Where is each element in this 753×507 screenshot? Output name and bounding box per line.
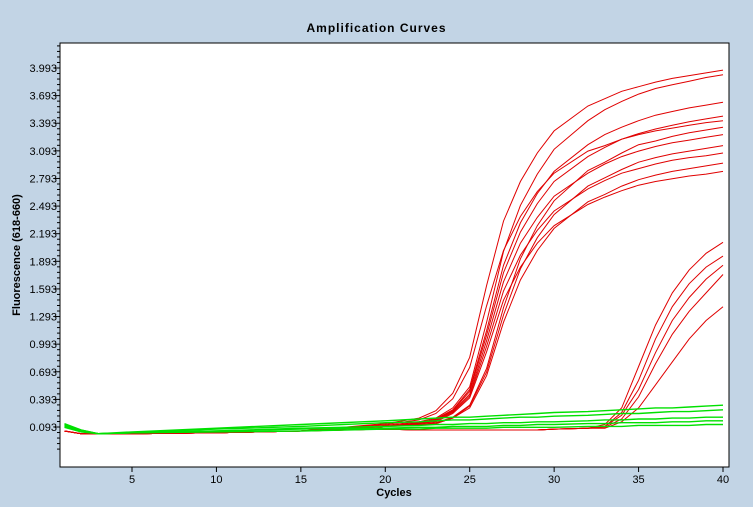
y-tick-label: 2.493	[29, 201, 57, 213]
x-axis: 5 10 15 20 25 30 35 40	[129, 467, 729, 486]
y-tick-label: 0.093	[29, 422, 57, 434]
plot-area	[59, 42, 730, 468]
chart-title: Amplification Curves	[306, 21, 447, 35]
y-tick-label: 1.893	[29, 256, 57, 268]
y-tick-label: 0.393	[29, 394, 57, 406]
series-line-green-5	[64, 423, 723, 435]
y-tick-label: 1.293	[29, 312, 57, 324]
series-line-green-4	[64, 420, 723, 435]
series-line-green-1	[64, 404, 724, 435]
x-tick-label: 30	[548, 474, 560, 486]
y-tick-label: 1.593	[29, 284, 57, 296]
y-axis: 0.093 0.393 0.693 0.993 1.293 1.593 1.893 2.193…	[29, 45, 60, 450]
series-line-red-late-5	[64, 306, 724, 435]
x-tick-label: 10	[210, 474, 222, 486]
y-tick-label: 2.793	[29, 173, 57, 185]
x-tick-label: 25	[464, 474, 476, 486]
x-tick-label: 15	[295, 474, 307, 486]
x-tick-label: 35	[632, 474, 644, 486]
y-tick-label: 3.993	[29, 63, 57, 75]
series-lines	[64, 69, 724, 435]
series-line-green-2	[64, 409, 724, 435]
y-tick-label: 3.393	[29, 118, 57, 130]
y-tick-label: 2.193	[29, 229, 57, 241]
x-tick-label: 20	[379, 474, 391, 486]
y-tick-label: 0.993	[29, 339, 57, 351]
y-axis-label: Fluorescence (618-660)	[11, 194, 23, 316]
x-axis-label: Cycles	[376, 487, 411, 499]
y-tick-label: 3.093	[29, 146, 57, 158]
y-tick-label: 0.693	[29, 367, 57, 379]
x-tick-label: 5	[129, 474, 135, 486]
x-tick-label: 40	[717, 474, 729, 486]
y-tick-label: 3.693	[29, 91, 57, 103]
